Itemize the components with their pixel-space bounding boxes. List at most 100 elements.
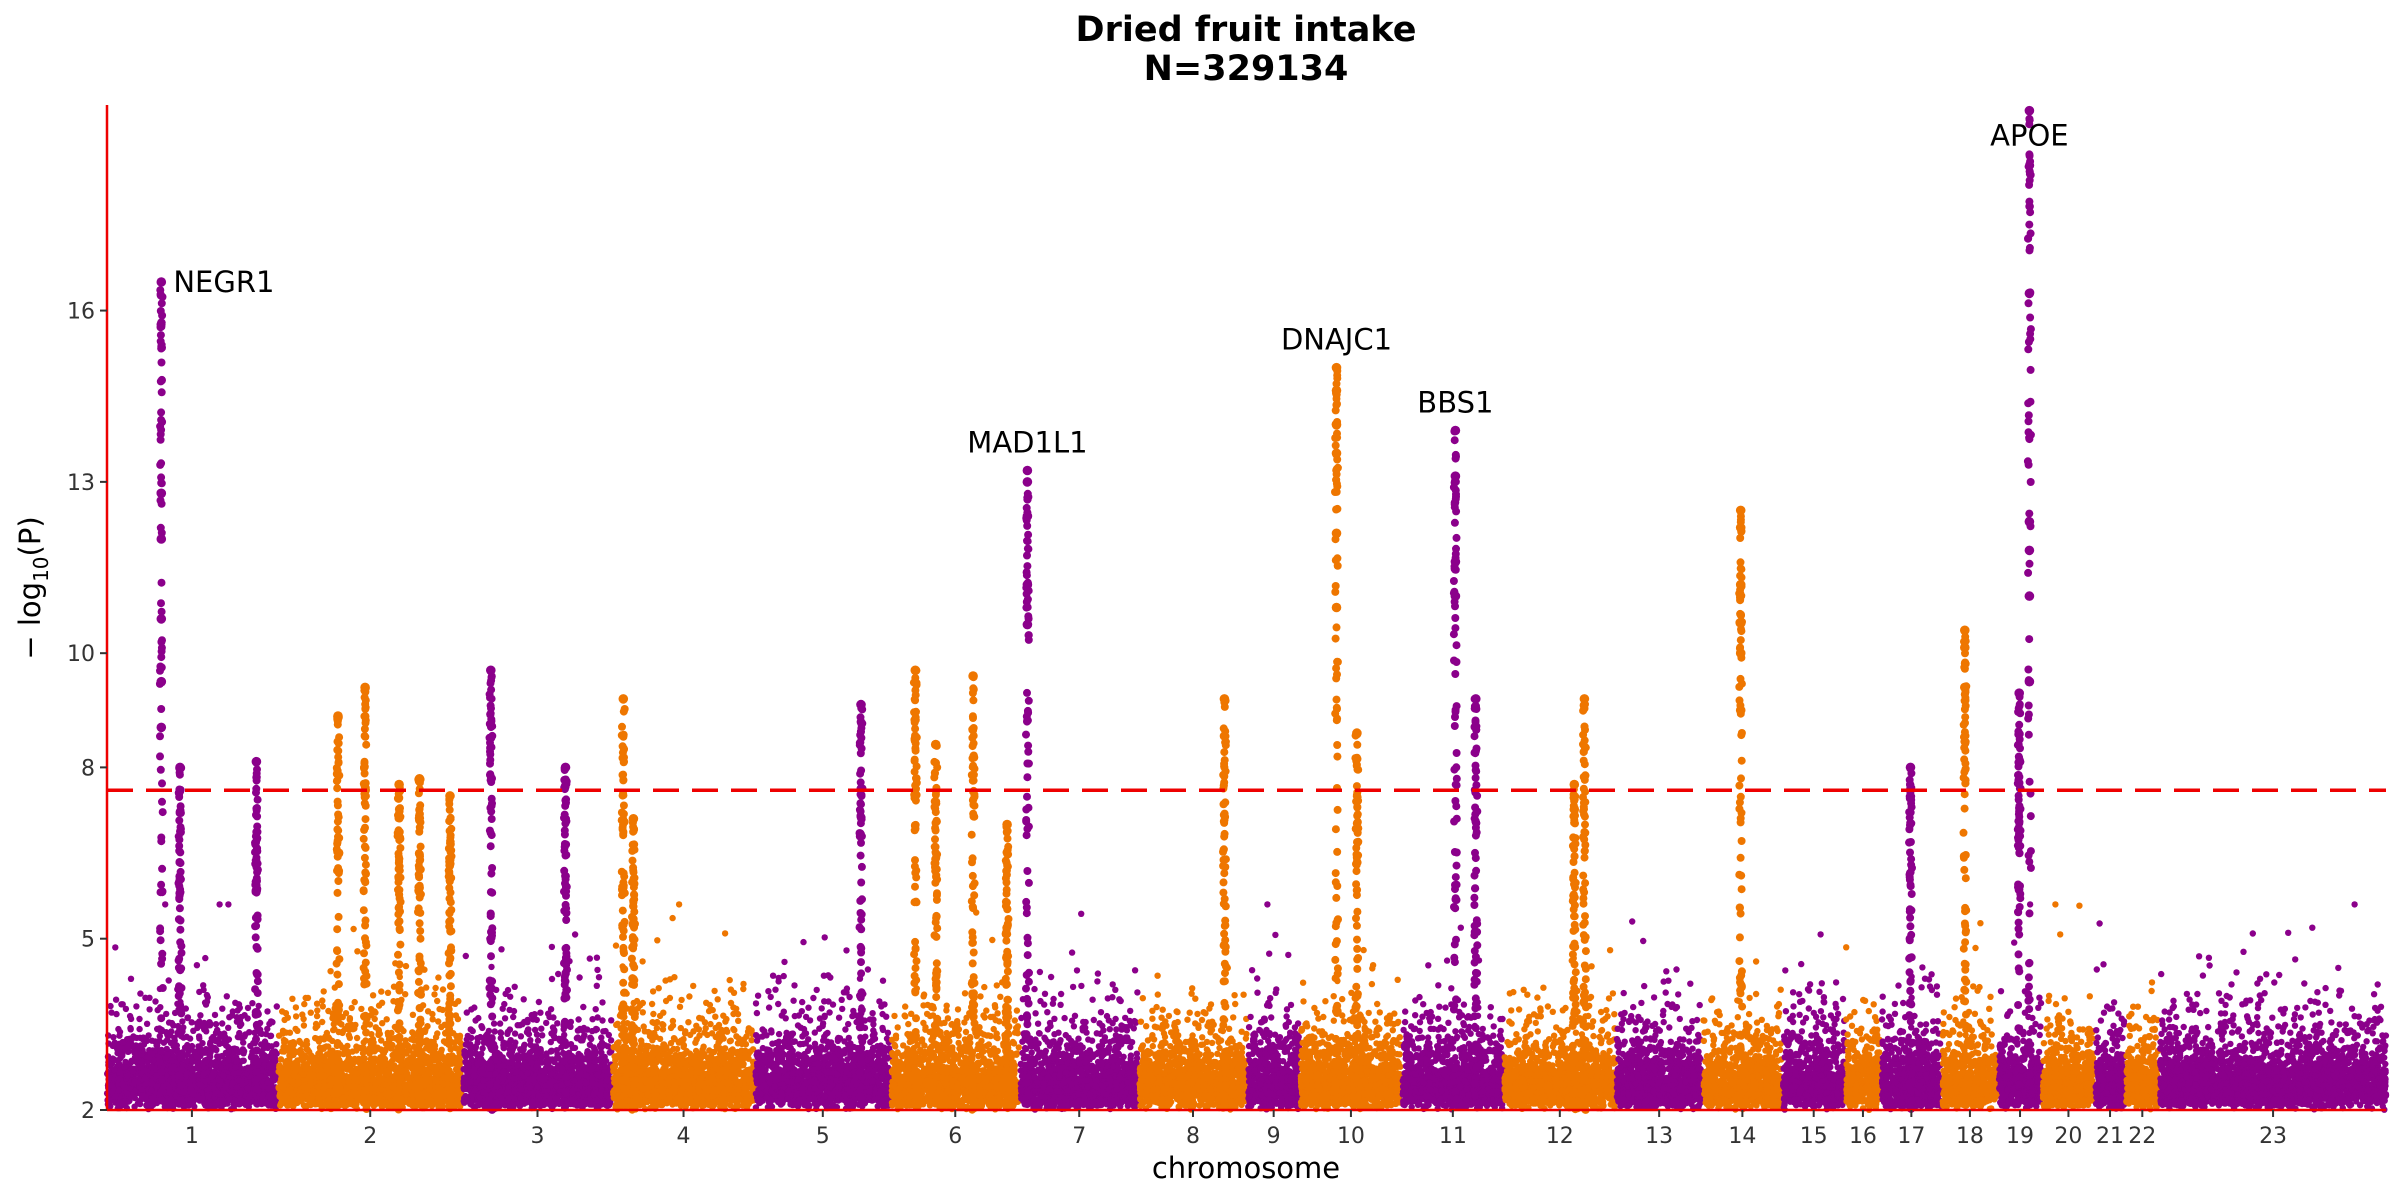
snp-point [206,1102,212,1108]
snp-point [201,1070,207,1076]
snp-point [330,1027,336,1033]
snp-point [187,1097,193,1103]
snp-point [194,1020,200,1026]
snp-point [108,1082,114,1088]
snp-point [340,1095,346,1101]
snp-point [117,1029,123,1035]
snp-point [263,1100,269,1106]
snp-point [385,990,391,996]
snp-point [594,983,600,989]
snp-point [224,993,230,999]
snp-point [264,1079,270,1085]
snp-point [161,1040,167,1046]
snp-point [132,1095,138,1101]
snp-point [404,1057,410,1063]
snp-point [410,1103,416,1109]
snp-point [107,1003,113,1009]
snp-point [426,1086,432,1092]
snp-point [576,974,582,980]
snp-point [591,1044,597,1050]
snp-point [264,1026,270,1032]
snp-point [300,1084,306,1090]
snp-point [455,1016,461,1022]
snp-point [240,1039,246,1045]
snp-point [293,1004,299,1010]
snp-point [536,999,542,1005]
snp-point [155,1007,161,1013]
snp-point [246,1093,252,1099]
snp-point [241,1058,247,1064]
data-points [104,106,2389,1114]
snp-point [299,1011,305,1017]
snp-point [281,1048,287,1054]
snp-point [279,1095,285,1101]
snp-point [435,1084,441,1090]
snp-point [370,1095,376,1101]
snp-point [372,1016,378,1022]
snp-point [463,953,469,959]
snp-point [195,1054,201,1060]
snp-point [142,1075,148,1081]
snp-point [321,988,327,994]
snp-point [404,1086,410,1092]
snp-point [349,1048,355,1054]
snp-point [288,1090,294,1096]
snp-point [143,1102,149,1108]
snp-point [225,1048,231,1054]
snp-point [227,1096,233,1102]
snp-point [385,1032,391,1038]
snp-point [187,1086,193,1092]
snp-point [203,1001,209,1007]
snp-point [549,944,555,950]
snp-point [168,1057,174,1063]
snp-point [375,1027,381,1033]
snp-point [231,1070,237,1076]
snp-point [219,1097,225,1103]
snp-point [349,1022,355,1028]
snp-point [264,1008,270,1014]
snp-point [157,1048,163,1054]
snp-point [502,1015,508,1021]
snp-point [190,1067,196,1073]
snp-point [455,998,461,1004]
snp-point [184,1034,190,1040]
snp-point [376,1002,382,1008]
snp-point [427,1047,433,1053]
snp-point [307,1096,313,1102]
snp-point [350,1061,356,1067]
snp-point [128,1026,134,1032]
snp-point [185,1014,191,1020]
snp-point [174,1042,180,1048]
snp-point [117,1099,123,1105]
snp-point [301,1022,307,1028]
snp-point [213,1064,219,1070]
snp-point [435,1018,441,1024]
snp-point [203,1059,209,1065]
snp-point [584,1026,590,1032]
snp-point [313,1025,319,1031]
snp-point [265,1086,271,1092]
snp-point [126,1036,132,1042]
snp-point [237,1090,243,1096]
snp-point [378,1037,384,1043]
snp-point [351,1075,357,1081]
snp-point [432,985,438,991]
snp-point [386,1089,392,1095]
snp-point [353,1043,359,1049]
snp-point [196,1035,202,1041]
snp-point [435,1071,441,1077]
snp-point [318,1055,324,1061]
snp-point [245,1005,251,1011]
snp-point [234,1084,240,1090]
snp-point [142,995,148,1001]
snp-point [129,1068,135,1074]
snp-point [379,1059,385,1065]
snp-point [472,1017,478,1023]
snp-point [138,1064,144,1070]
snp-point [599,999,605,1005]
snp-point [307,1082,313,1088]
snp-point [317,1045,323,1051]
snp-point [219,1020,225,1026]
snp-point [575,1016,581,1022]
snp-point [434,998,440,1004]
